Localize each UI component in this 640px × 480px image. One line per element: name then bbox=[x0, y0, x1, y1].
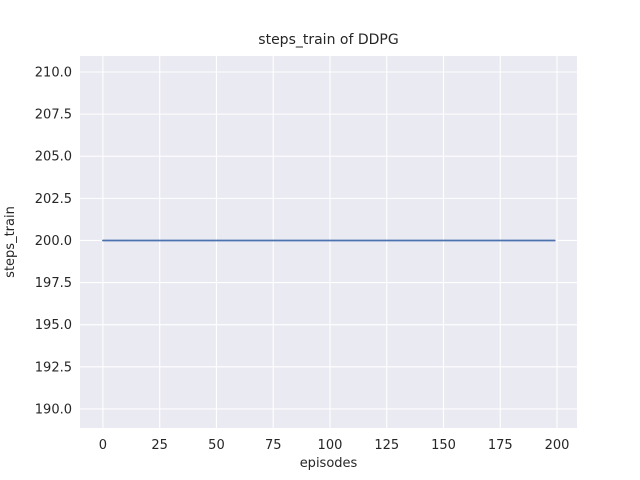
x-tick-label: 25 bbox=[151, 438, 168, 453]
x-tick-label: 50 bbox=[208, 438, 225, 453]
x-tick-label: 75 bbox=[265, 438, 282, 453]
tick-layer: 0 25 50 75 100 125 150 175 200 190.0 192.5 195.0 197… bbox=[35, 66, 570, 453]
y-tick-label: 190.0 bbox=[35, 402, 72, 417]
x-axis-label: episodes bbox=[300, 456, 358, 471]
y-tick-label: 197.5 bbox=[35, 276, 72, 291]
x-tick-label: 150 bbox=[431, 438, 456, 453]
y-tick-label: 200.0 bbox=[35, 234, 72, 249]
y-axis-label: steps_train bbox=[3, 206, 18, 278]
y-tick-label: 207.5 bbox=[35, 108, 72, 123]
y-tick-label: 202.5 bbox=[35, 192, 72, 207]
x-tick-label: 175 bbox=[488, 438, 513, 453]
y-tick-label: 192.5 bbox=[35, 360, 72, 375]
chart-title: steps_train of DDPG bbox=[258, 32, 398, 48]
x-tick-label: 0 bbox=[99, 438, 107, 453]
x-tick-label: 200 bbox=[545, 438, 570, 453]
x-tick-label: 125 bbox=[374, 438, 399, 453]
y-tick-label: 205.0 bbox=[35, 150, 72, 165]
x-tick-label: 100 bbox=[318, 438, 343, 453]
y-tick-label: 210.0 bbox=[35, 66, 72, 81]
y-tick-label: 195.0 bbox=[35, 318, 72, 333]
plot-area bbox=[80, 56, 577, 428]
